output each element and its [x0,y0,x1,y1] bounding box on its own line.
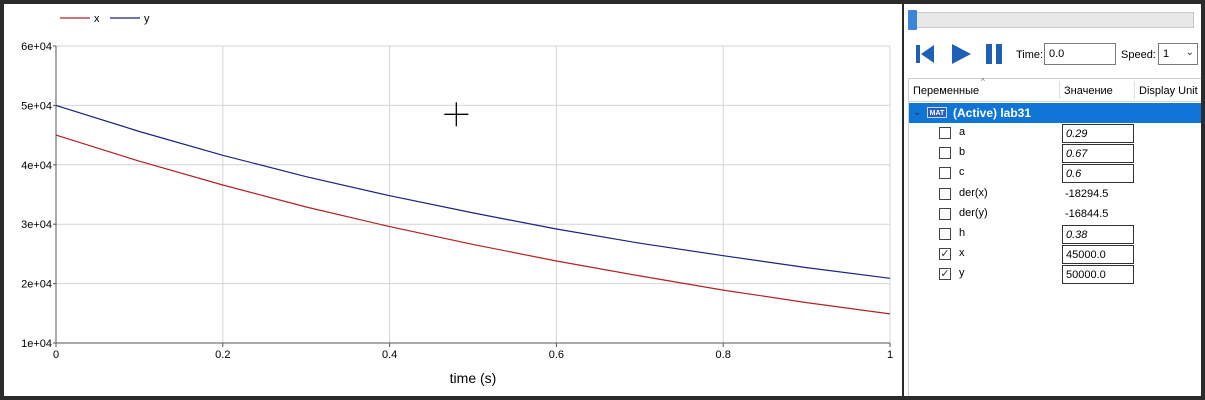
y-tick-label: 2e+04 [21,279,52,291]
column-header-value[interactable]: Значение [1064,85,1113,97]
variable-name: y [959,267,965,280]
tree-header: ^ Переменные Значение Display Unit [909,77,1201,102]
variable-row[interactable]: h 0.38 [909,224,1201,244]
y-tick-label: 5e+04 [21,100,52,112]
variable-checkbox[interactable] [939,207,951,220]
column-separator[interactable] [1134,81,1135,99]
legend-label-x: x [94,13,100,25]
variable-row[interactable]: der(x) -18294.5 [909,184,1201,204]
series-line-x [55,134,891,315]
variable-name: x [959,247,965,260]
variable-checkbox[interactable] [939,127,951,139]
column-separator[interactable] [1059,81,1060,99]
time-slider-thumb[interactable] [908,10,917,30]
variable-row[interactable]: ✓ y 50000.0 [909,264,1201,285]
variable-name: a [959,126,966,138]
pause-icon [986,44,1002,64]
play-button[interactable] [948,40,974,68]
x-tick-label: 0.8 [716,349,731,361]
variable-value-input[interactable]: 50000.0 [1062,265,1134,285]
y-tick-label: 3e+04 [21,219,52,231]
variable-row[interactable]: der(y) -16844.5 [909,204,1201,224]
variable-value-input[interactable]: 45000.0 [1062,245,1134,265]
y-tick-label: 4e+04 [21,160,52,172]
variables-panel: Time: Speed: 1 ⌄ ^ Переменные Значение D… [904,4,1201,396]
tree-root-row[interactable]: ⌄ MAT (Active) lab31 [909,103,1201,123]
x-tick-label: 0 [53,349,59,361]
tree-root-label: (Active) lab31 [953,106,1032,120]
variable-row[interactable]: b 0.67 [909,143,1201,164]
column-header-display-unit[interactable]: Display Unit [1139,85,1198,97]
variable-row[interactable]: ✓ x 45000.0 [909,244,1201,265]
sort-caret-icon: ^ [981,77,985,86]
variables-tree: ^ Переменные Значение Display Unit ⌄ MAT… [908,77,1201,396]
series-line-y [55,104,891,279]
x-tick-label: 0.6 [549,349,564,361]
x-tick-label: 0.4 [382,349,397,361]
mat-file-icon: MAT [927,107,947,118]
time-slider-track[interactable] [908,12,1194,28]
x-axis-label: time (s) [450,370,497,386]
variable-value-input[interactable]: 0.29 [1062,124,1134,143]
speed-select[interactable]: 1 ⌄ [1158,43,1198,65]
variable-name: h [959,227,966,239]
variable-row[interactable]: c 0.6 [909,163,1201,184]
variable-name: b [959,146,966,159]
chevron-down-icon: ⌄ [1185,47,1194,58]
x-tick-label: 1 [887,349,893,361]
plot-area [56,46,890,343]
y-tick-label: 1e+04 [21,338,52,350]
variable-name: der(x) [959,186,988,199]
pause-button[interactable] [982,40,1008,68]
variable-name: der(y) [959,206,988,219]
time-input[interactable] [1044,43,1116,65]
speed-label: Speed: [1121,49,1156,61]
variable-checkbox[interactable] [939,167,951,180]
variable-value-input[interactable]: 0.6 [1062,164,1134,184]
variable-value: -16844.5 [1065,207,1109,220]
chevron-down-icon[interactable]: ⌄ [913,107,922,118]
column-header-variables[interactable]: Переменные [913,85,980,97]
variable-value-input[interactable]: 0.67 [1062,144,1134,164]
rewind-icon [916,45,934,63]
legend-label-y: y [144,13,150,25]
y-tick-label: 6e+04 [21,41,52,53]
variable-name: c [959,166,965,179]
variable-checkbox[interactable] [939,228,951,240]
time-label: Time: [1016,49,1044,61]
play-icon [952,44,971,64]
variable-checkbox[interactable]: ✓ [939,248,951,261]
variable-value-input[interactable]: 0.38 [1062,225,1134,244]
plot-chart[interactable]: 0 0.2 0.4 0.6 0.8 1 1e+04 2e+04 3e+04 4e+04 5e+04 6… [4,4,902,396]
speed-value: 1 [1163,48,1170,60]
variable-row[interactable]: a 0.29 [909,123,1201,143]
variable-checkbox[interactable]: ✓ [939,268,951,281]
variable-checkbox[interactable] [939,147,951,160]
variable-checkbox[interactable] [939,187,951,200]
plot-panel[interactable]: 0 0.2 0.4 0.6 0.8 1 1e+04 2e+04 3e+04 4e+04 5e+04 6… [4,4,902,396]
rewind-button[interactable] [912,40,938,68]
variable-value: -18294.5 [1065,187,1109,200]
simulation-toolbar: Time: Speed: 1 ⌄ [904,40,1201,70]
x-tick-label: 0.2 [215,349,230,361]
